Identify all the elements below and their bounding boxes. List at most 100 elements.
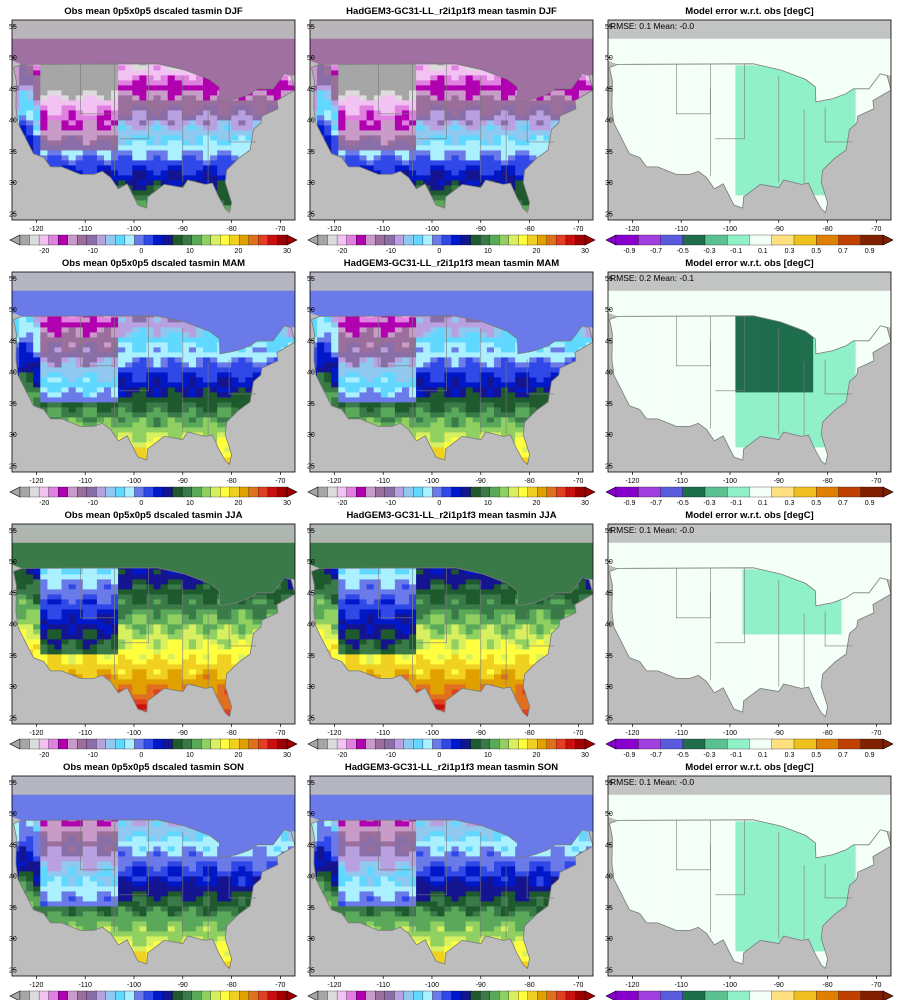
colorbar-swatch: [683, 235, 706, 245]
colorbar-tick-label: 0.5: [811, 500, 821, 507]
y-tick-label: 30: [307, 936, 315, 943]
colorbar-swatch: [318, 235, 328, 245]
colorbar-swatch: [239, 991, 249, 1000]
y-tick-label: 35: [9, 149, 17, 156]
colorbar-tick-label: -0.3: [703, 248, 715, 255]
colorbar-swatch: [366, 235, 376, 245]
y-tick-label: 55: [9, 528, 17, 535]
colorbar-swatch: [58, 235, 68, 245]
colorbar-swatch: [413, 739, 423, 749]
y-tick-label: 35: [605, 653, 613, 660]
colorbar-swatch: [20, 235, 30, 245]
panel-title: Model error w.r.t. obs [degC]: [685, 762, 813, 773]
colorbar-swatch: [816, 739, 839, 749]
colorbar-tick-label: 10: [484, 752, 492, 759]
colorbar-swatch: [30, 235, 40, 245]
x-tick-label: -90: [178, 730, 188, 737]
panel-title: HadGEM3-GC31-LL_r2i1p1f3 mean tasmin SON: [345, 762, 558, 773]
x-tick-label: -100: [127, 982, 141, 989]
colorbar-tick-label: 0.9: [865, 248, 875, 255]
colorbar-extend-high: [585, 739, 595, 749]
colorbar-swatch: [239, 739, 249, 749]
y-tick-label: 55: [9, 24, 17, 31]
colorbar-swatch: [230, 991, 240, 1000]
y-tick-label: 45: [9, 842, 17, 849]
colorbar-swatch: [566, 991, 576, 1000]
colorbar-swatch: [347, 991, 357, 1000]
colorbar-swatch: [442, 739, 452, 749]
map-panel: Model error w.r.t. obs [degC]-120-110-10…: [605, 762, 898, 1000]
y-tick-label: 45: [605, 590, 613, 597]
colorbar-extend-high: [287, 739, 297, 749]
colorbar-swatch: [480, 487, 490, 497]
x-tick-label: -100: [127, 478, 141, 485]
colorbar-swatch: [87, 235, 97, 245]
y-tick-label: 45: [9, 86, 17, 93]
x-tick-label: -90: [178, 478, 188, 485]
colorbar-swatch: [106, 991, 116, 1000]
colorbar-swatch: [20, 739, 30, 749]
colorbar-swatch: [518, 739, 528, 749]
colorbar-swatch: [125, 739, 135, 749]
colorbar-swatch: [115, 739, 125, 749]
x-tick-label: -70: [871, 982, 881, 989]
colorbar-swatch: [499, 487, 509, 497]
x-tick-label: -120: [327, 982, 341, 989]
colorbar-swatch: [471, 739, 481, 749]
y-tick-label: 45: [605, 338, 613, 345]
panel-title: Obs mean 0p5x0p5 dscaled tasmin SON: [63, 762, 244, 773]
colorbar-tick-label: 0: [139, 752, 143, 759]
colorbar-swatch: [839, 487, 862, 497]
colorbar-tick-label: -10: [88, 248, 98, 255]
colorbar-swatch: [705, 739, 728, 749]
colorbar-swatch: [794, 739, 817, 749]
x-tick-label: -90: [476, 478, 486, 485]
panel-title: HadGEM3-GC31-LL_r2i1p1f3 mean tasmin MAM: [344, 258, 559, 269]
colorbar-tick-label: -10: [386, 500, 396, 507]
colorbar-swatch: [537, 739, 547, 749]
colorbar-swatch: [861, 487, 884, 497]
colorbar-swatch: [115, 991, 125, 1000]
colorbar-tick-label: 0.7: [838, 752, 848, 759]
x-tick-label: -80: [823, 226, 833, 233]
colorbar-swatch: [638, 991, 661, 1000]
colorbar-swatch: [192, 235, 202, 245]
x-tick-label: -100: [723, 226, 737, 233]
map-panel: HadGEM3-GC31-LL_r2i1p1f3 mean tasmin JJA…: [307, 510, 600, 759]
colorbar-swatch: [49, 739, 59, 749]
y-tick-label: 40: [307, 874, 315, 881]
colorbar-swatch: [705, 487, 728, 497]
colorbar-swatch: [566, 235, 576, 245]
colorbar-tick-label: 0.3: [785, 752, 795, 759]
colorbar-swatch: [385, 235, 395, 245]
colorbar-swatch: [318, 991, 328, 1000]
colorbar-swatch: [556, 235, 566, 245]
colorbar-swatch: [413, 991, 423, 1000]
colorbar-swatch: [705, 235, 728, 245]
y-tick-label: 50: [605, 55, 613, 62]
colorbar-swatch: [20, 991, 30, 1000]
colorbar-tick-label: 10: [186, 752, 194, 759]
x-tick-label: -90: [774, 226, 784, 233]
x-tick-label: -120: [625, 478, 639, 485]
colorbar-swatch: [96, 235, 106, 245]
colorbar-tick-label: 30: [283, 500, 291, 507]
rmse-annotation: RMSE: 0.1 Mean: -0.0: [610, 525, 694, 535]
colorbar-swatch: [772, 739, 795, 749]
y-tick-label: 25: [605, 463, 613, 470]
y-tick-label: 35: [307, 905, 315, 912]
colorbar-swatch: [163, 739, 173, 749]
colorbar-tick-label: 0.5: [811, 752, 821, 759]
colorbar-swatch: [839, 739, 862, 749]
x-tick-label: -70: [573, 478, 583, 485]
colorbar-tick-label: -20: [39, 752, 49, 759]
y-tick-label: 30: [307, 684, 315, 691]
colorbar-swatch: [39, 487, 49, 497]
colorbar-swatch: [442, 235, 452, 245]
colorbar-tick-label: -10: [88, 500, 98, 507]
colorbar-swatch: [499, 991, 509, 1000]
colorbar-swatch: [794, 235, 817, 245]
colorbar-swatch: [471, 991, 481, 1000]
y-tick-label: 40: [307, 622, 315, 629]
colorbar-swatch: [125, 487, 135, 497]
